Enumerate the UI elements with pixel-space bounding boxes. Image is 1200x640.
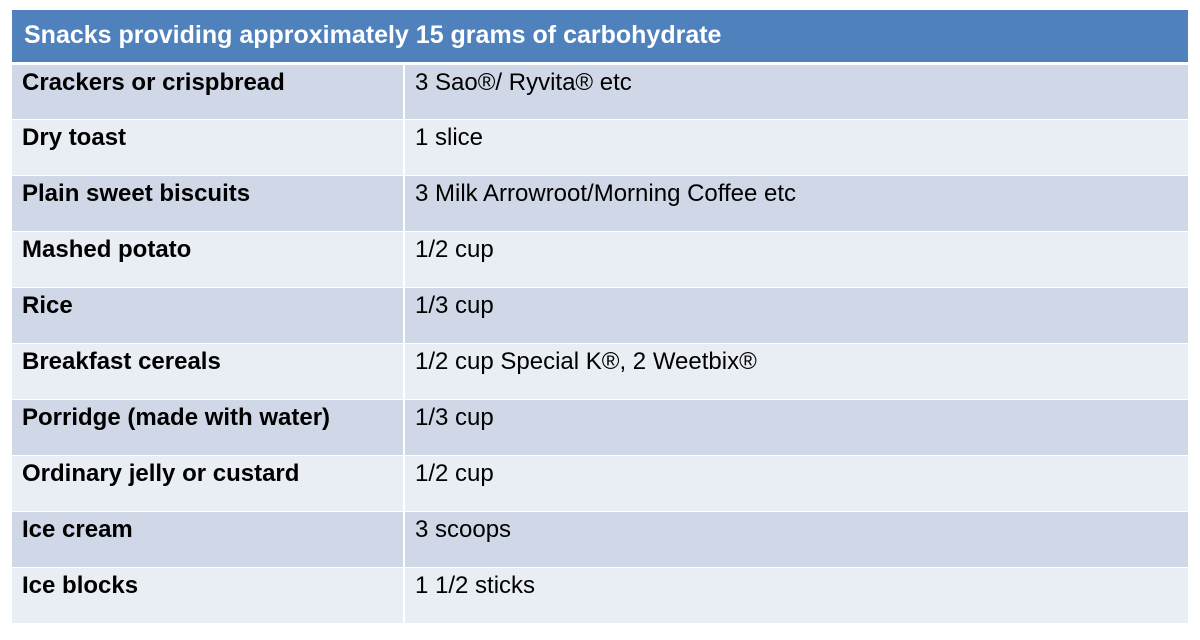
snack-table: Snacks providing approximately 15 grams … <box>12 10 1189 623</box>
table-row: Rice 1/3 cup <box>12 286 1189 343</box>
table-row: Ordinary jelly or custard 1/2 cup <box>12 454 1189 511</box>
snack-amount: 1/2 cup <box>404 230 1189 287</box>
snack-item: Ice blocks <box>12 566 405 623</box>
table-row: Crackers or crispbread 3 Sao®/ Ryvita® e… <box>12 62 1189 119</box>
table-row: Dry toast 1 slice <box>12 118 1189 175</box>
table-row: Mashed potato 1/2 cup <box>12 230 1189 287</box>
table-header-row: Snacks providing approximately 15 grams … <box>12 10 1189 65</box>
table-row: Ice cream 3 scoops <box>12 510 1189 567</box>
table-title: Snacks providing approximately 15 grams … <box>12 10 1189 65</box>
snack-amount: 3 scoops <box>404 510 1189 567</box>
snack-item: Rice <box>12 286 405 343</box>
snack-amount: 1/3 cup <box>404 398 1189 455</box>
snack-item: Mashed potato <box>12 230 405 287</box>
snack-amount: 1/2 cup <box>404 454 1189 511</box>
snack-amount: 1/2 cup Special K®, 2 Weetbix® <box>404 342 1189 399</box>
snack-amount: 1 1/2 sticks <box>404 566 1189 623</box>
snack-amount: 3 Milk Arrowroot/Morning Coffee etc <box>404 174 1189 231</box>
snack-item: Ordinary jelly or custard <box>12 454 405 511</box>
table-row: Breakfast cereals 1/2 cup Special K®, 2 … <box>12 342 1189 399</box>
table-row: Ice blocks 1 1/2 sticks <box>12 566 1189 623</box>
snack-amount: 3 Sao®/ Ryvita® etc <box>404 62 1189 119</box>
snack-amount: 1/3 cup <box>404 286 1189 343</box>
snack-item: Crackers or crispbread <box>12 62 405 119</box>
table-row: Porridge (made with water) 1/3 cup <box>12 398 1189 455</box>
table-row: Plain sweet biscuits 3 Milk Arrowroot/Mo… <box>12 174 1189 231</box>
snack-table-container: Snacks providing approximately 15 grams … <box>12 10 1189 629</box>
snack-item: Porridge (made with water) <box>12 398 405 455</box>
snack-item: Breakfast cereals <box>12 342 405 399</box>
snack-item: Plain sweet biscuits <box>12 174 405 231</box>
snack-item: Ice cream <box>12 510 405 567</box>
snack-amount: 1 slice <box>404 118 1189 175</box>
snack-item: Dry toast <box>12 118 405 175</box>
